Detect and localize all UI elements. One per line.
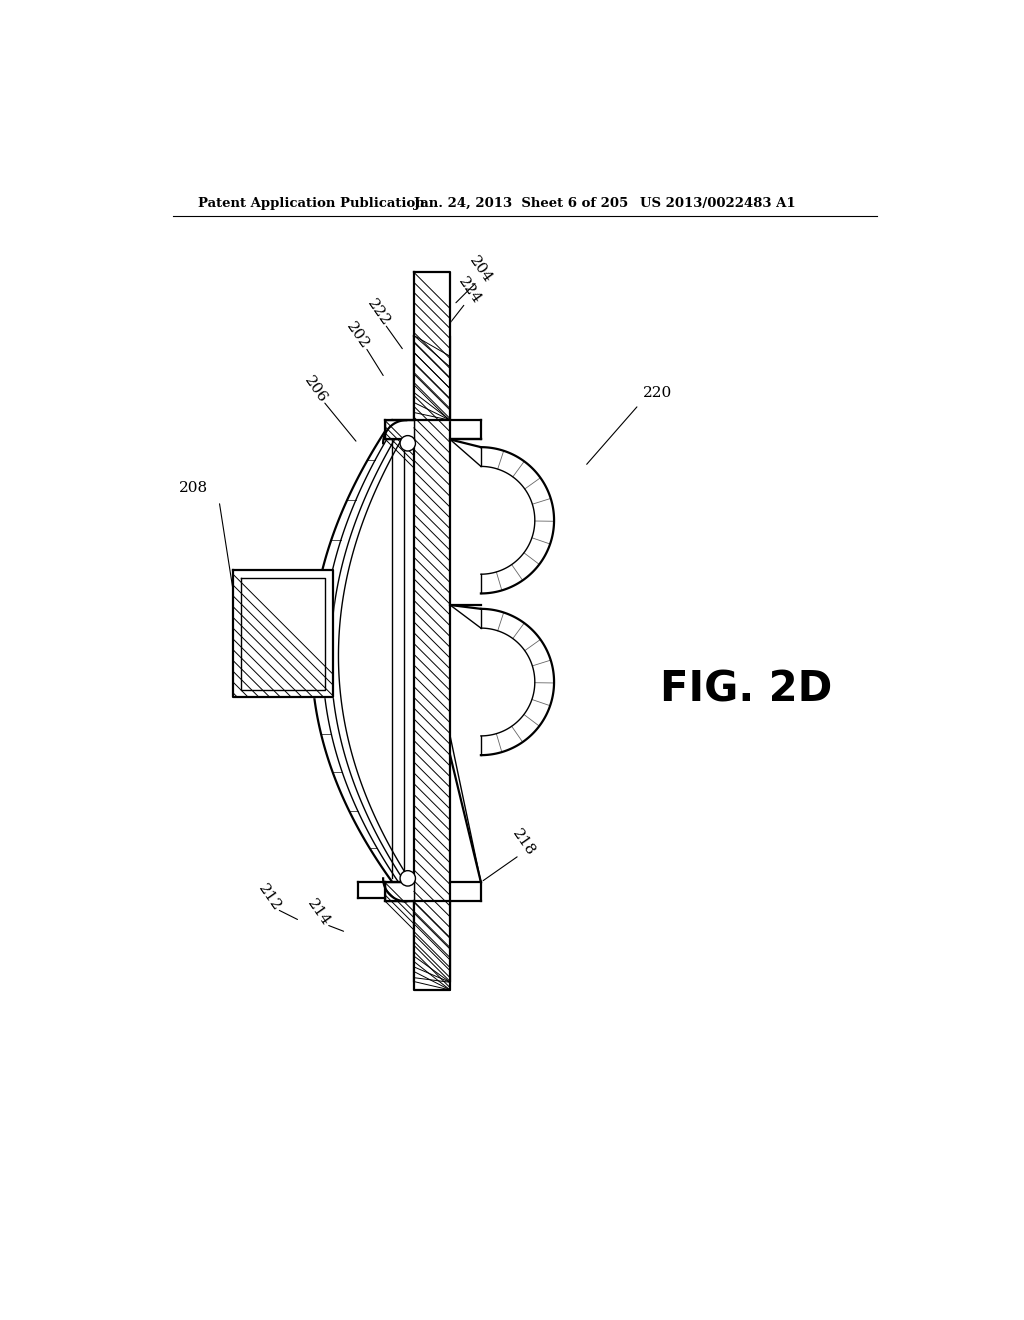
Text: Patent Application Publication: Patent Application Publication <box>199 197 425 210</box>
Text: Jan. 24, 2013  Sheet 6 of 205: Jan. 24, 2013 Sheet 6 of 205 <box>414 197 628 210</box>
Text: FIG. 2D: FIG. 2D <box>660 669 833 710</box>
Text: 214: 214 <box>304 898 333 929</box>
Text: US 2013/0022483 A1: US 2013/0022483 A1 <box>640 197 796 210</box>
Text: 220: 220 <box>643 387 673 400</box>
Text: 202: 202 <box>344 319 372 351</box>
Polygon shape <box>414 272 451 420</box>
Text: 212: 212 <box>255 882 284 913</box>
Text: 204: 204 <box>467 253 495 286</box>
Text: 222: 222 <box>365 297 392 329</box>
Text: 206: 206 <box>301 374 330 405</box>
Text: 224: 224 <box>456 275 483 306</box>
Polygon shape <box>414 902 451 990</box>
Text: 208: 208 <box>179 480 208 495</box>
Polygon shape <box>385 420 414 440</box>
Text: 218: 218 <box>509 826 538 858</box>
Polygon shape <box>414 335 451 982</box>
Circle shape <box>400 436 416 451</box>
Polygon shape <box>233 570 333 697</box>
Circle shape <box>400 871 416 886</box>
Polygon shape <box>385 882 414 902</box>
